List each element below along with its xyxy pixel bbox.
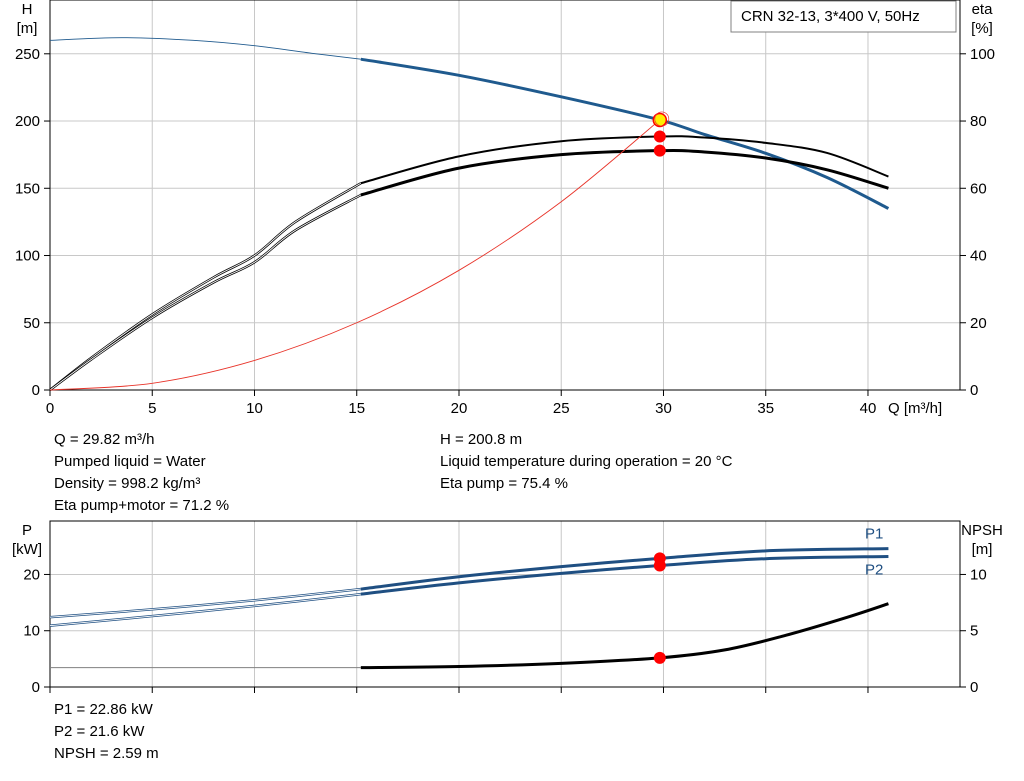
info-top-right: H = 200.8 m Liquid temperature during op… bbox=[440, 429, 732, 495]
x-tick-label: 25 bbox=[553, 400, 570, 417]
y-right-axis-unit: [%] bbox=[971, 20, 993, 37]
duty-point-npsh bbox=[653, 651, 666, 664]
curves-layer bbox=[49, 37, 890, 670]
y-right-axis-title: eta bbox=[972, 1, 994, 18]
y-tick-label: 50 bbox=[23, 315, 40, 332]
info-head: H = 200.8 m bbox=[440, 431, 523, 448]
x-tick-label: 0 bbox=[46, 400, 54, 417]
curve-P1-extension-outline bbox=[49, 587, 361, 619]
y-right-tick-label: 10 bbox=[970, 566, 987, 583]
plot-frame bbox=[49, 520, 961, 688]
x-tick-label: 15 bbox=[348, 400, 365, 417]
info-liquid-temperature: Liquid temperature during operation = 20… bbox=[440, 453, 733, 470]
points-layer bbox=[652, 111, 670, 664]
curve-eta_pump bbox=[360, 135, 889, 185]
y-tick-label: 20 bbox=[23, 566, 40, 583]
info-top-left: Q = 29.82 m³/h Pumped liquid = Water Den… bbox=[54, 429, 229, 517]
system-curve bbox=[49, 119, 661, 391]
y-right-axis-unit: [m] bbox=[972, 541, 993, 558]
curve-P2-extension-inner bbox=[49, 593, 361, 627]
x-tick-label: 10 bbox=[246, 400, 263, 417]
y-right-tick-label: 40 bbox=[970, 248, 987, 265]
curve-P1-extension-inner bbox=[49, 588, 361, 618]
curve-eta_pump_motor-extension-inner bbox=[49, 194, 362, 391]
info-npsh: NPSH = 2.59 m bbox=[54, 745, 159, 762]
curve-P1 bbox=[360, 547, 889, 591]
info-eta-pump: Eta pump = 75.4 % bbox=[440, 475, 568, 492]
y-right-tick-label: 100 bbox=[970, 46, 995, 63]
curve-eta_pump-extension-inner bbox=[49, 182, 362, 391]
y-right-tick-label: 60 bbox=[970, 180, 987, 197]
duty-point-head bbox=[652, 112, 668, 128]
plot-frame bbox=[49, 0, 961, 391]
duty-point-eta-pump bbox=[653, 130, 666, 143]
x-tick-label: 35 bbox=[757, 400, 774, 417]
y-right-tick-label: 20 bbox=[970, 315, 987, 332]
y-right-tick-label: 0 bbox=[970, 679, 978, 696]
info-p2: P2 = 21.6 kW bbox=[54, 723, 145, 740]
y-right-tick-label: 0 bbox=[970, 382, 978, 399]
curve-H-extension bbox=[49, 37, 361, 60]
duty-point-head-ring bbox=[654, 111, 670, 127]
legend-box bbox=[730, 0, 957, 33]
y-axis-title: P bbox=[22, 522, 32, 539]
y-tick-label: 200 bbox=[15, 113, 40, 130]
series-label-P2: P2 bbox=[865, 561, 883, 578]
y-tick-label: 100 bbox=[15, 248, 40, 265]
curve-H bbox=[360, 57, 890, 210]
info-pumped-liquid: Pumped liquid = Water bbox=[54, 453, 206, 470]
info-flow: Q = 29.82 m³/h bbox=[54, 431, 155, 448]
y-axis-unit: [kW] bbox=[12, 541, 42, 558]
y-right-axis-title: NPSH bbox=[961, 522, 1003, 539]
y-tick-label: 150 bbox=[15, 180, 40, 197]
curve-P2 bbox=[360, 554, 889, 596]
x-axis-title: Q [m³/h] bbox=[888, 400, 942, 417]
x-tick-label: 5 bbox=[148, 400, 156, 417]
duty-point-p2 bbox=[653, 559, 666, 572]
y-axis-unit: [m] bbox=[17, 20, 38, 37]
y-right-tick-label: 80 bbox=[970, 113, 987, 130]
y-tick-label: 0 bbox=[32, 382, 40, 399]
x-tick-label: 40 bbox=[860, 400, 877, 417]
duty-point-eta-pump-motor bbox=[653, 144, 666, 157]
info-bottom: P1 = 22.86 kW P2 = 21.6 kW NPSH = 2.59 m bbox=[54, 699, 159, 765]
curve-eta_pump_motor-extension-outline bbox=[49, 193, 362, 391]
legend-box-text: CRN 32-13, 3*400 V, 50Hz bbox=[741, 8, 920, 25]
grid-layer bbox=[50, 0, 960, 687]
x-tick-label: 30 bbox=[655, 400, 672, 417]
y-tick-label: 250 bbox=[15, 46, 40, 63]
y-axis-title: H bbox=[22, 1, 33, 18]
info-eta-pump-motor: Eta pump+motor = 71.2 % bbox=[54, 497, 230, 514]
axes-layer bbox=[44, 0, 966, 693]
y-right-tick-label: 5 bbox=[970, 623, 978, 640]
y-tick-label: 0 bbox=[32, 679, 40, 696]
info-density: Density = 998.2 kg/m³ bbox=[54, 475, 201, 492]
series-label-P1: P1 bbox=[865, 526, 883, 543]
y-tick-label: 10 bbox=[23, 623, 40, 640]
curve-NPSH bbox=[360, 602, 889, 670]
x-tick-label: 20 bbox=[451, 400, 468, 417]
info-p1: P1 = 22.86 kW bbox=[54, 701, 153, 718]
